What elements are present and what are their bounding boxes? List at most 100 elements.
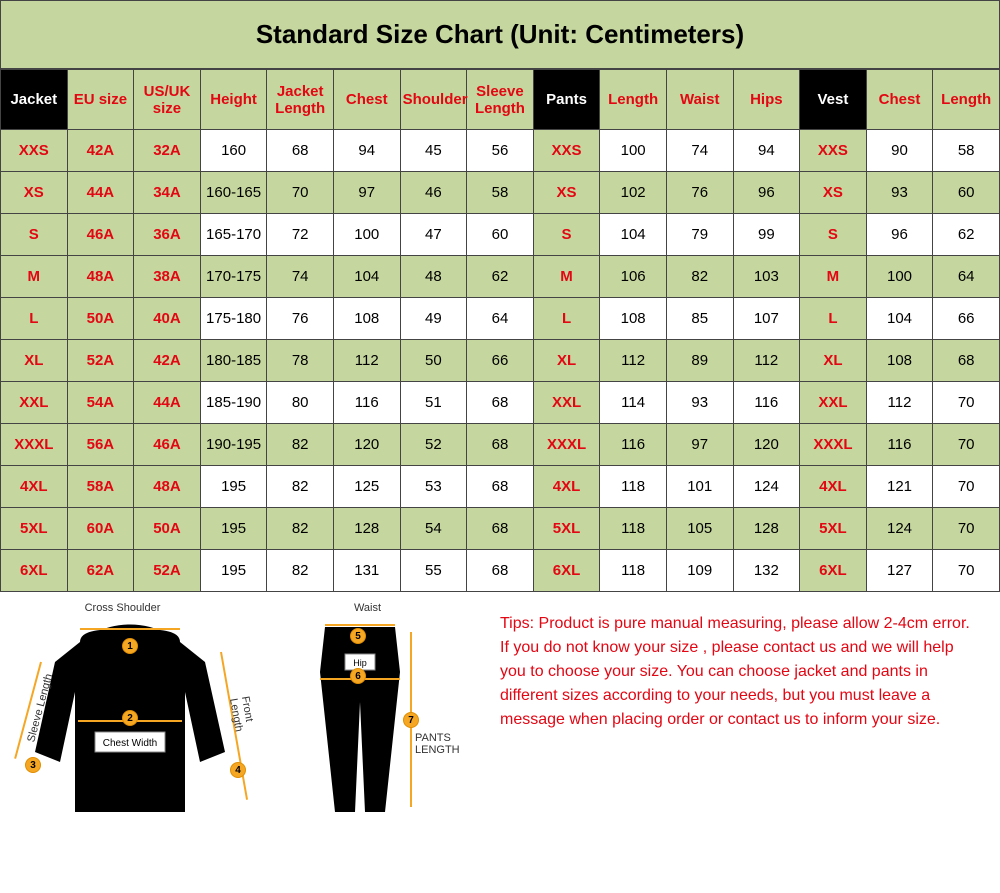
table-cell: 51 [400,382,467,424]
table-cell: 55 [400,550,467,592]
table-cell: 101 [666,466,733,508]
table-cell: 58A [67,466,134,508]
table-cell: 131 [333,550,400,592]
table-cell: 64 [467,298,534,340]
table-cell: 104 [333,256,400,298]
table-cell: 195 [200,466,267,508]
table-header-cell: Length [933,70,1000,130]
table-cell: XXXL [533,424,600,466]
table-cell: 195 [200,508,267,550]
table-cell: 116 [600,424,667,466]
marker-6: 6 [350,668,366,684]
table-cell: 195 [200,550,267,592]
table-cell: 70 [933,382,1000,424]
table-row: M48A38A170-175741044862M10682103M10064 [1,256,1000,298]
diagrams-section: Cross Shoulder Chest Width 1 2 3 Sleeve … [10,602,480,832]
table-cell: 72 [267,214,334,256]
table-cell: 107 [733,298,800,340]
marker-7: 7 [403,712,419,728]
table-cell: L [1,298,68,340]
table-cell: 108 [600,298,667,340]
table-header-cell: Shoulder [400,70,467,130]
table-cell: 6XL [800,550,867,592]
table-cell: XL [533,340,600,382]
table-cell: 82 [267,424,334,466]
table-cell: 165-170 [200,214,267,256]
table-cell: XXXL [1,424,68,466]
table-cell: 97 [666,424,733,466]
table-cell: 44A [67,172,134,214]
table-cell: 68 [467,466,534,508]
table-cell: 42A [67,130,134,172]
table-header-cell: Chest [333,70,400,130]
table-header-cell: US/UK size [134,70,201,130]
table-cell: 62A [67,550,134,592]
table-cell: 70 [933,508,1000,550]
table-cell: 50 [400,340,467,382]
table-row: XS44A34A160-16570974658XS1027696XS9360 [1,172,1000,214]
table-cell: 4XL [1,466,68,508]
table-cell: 120 [333,424,400,466]
bottom-section: Cross Shoulder Chest Width 1 2 3 Sleeve … [0,592,1000,842]
table-header-cell: Hips [733,70,800,130]
table-cell: 45 [400,130,467,172]
table-cell: 104 [866,298,933,340]
table-cell: XXL [533,382,600,424]
table-cell: S [1,214,68,256]
table-cell: XXL [1,382,68,424]
table-cell: 82 [267,550,334,592]
table-cell: 112 [866,382,933,424]
marker-4: 4 [230,762,246,778]
table-cell: 52A [67,340,134,382]
table-cell: 127 [866,550,933,592]
table-cell: 60 [467,214,534,256]
table-cell: 58 [933,130,1000,172]
table-cell: 170-175 [200,256,267,298]
table-cell: 118 [600,466,667,508]
table-cell: 46A [67,214,134,256]
label-pants-length: PANTS LENGTH [415,732,480,756]
table-header-cell: Height [200,70,267,130]
table-cell: 50A [134,508,201,550]
table-cell: 64 [933,256,1000,298]
table-cell: 48 [400,256,467,298]
table-cell: 94 [333,130,400,172]
table-header-cell: Length [600,70,667,130]
table-cell: 99 [733,214,800,256]
table-cell: 52 [400,424,467,466]
table-header-cell: Pants [533,70,600,130]
table-cell: 121 [866,466,933,508]
table-cell: 190-195 [200,424,267,466]
table-cell: 128 [333,508,400,550]
table-cell: M [1,256,68,298]
table-cell: 124 [733,466,800,508]
table-cell: 94 [733,130,800,172]
table-cell: 62 [933,214,1000,256]
table-cell: 100 [600,130,667,172]
table-cell: 74 [666,130,733,172]
table-cell: 118 [600,508,667,550]
table-cell: 96 [866,214,933,256]
table-header-cell: Jacket [1,70,68,130]
table-cell: 52A [134,550,201,592]
table-cell: 49 [400,298,467,340]
table-cell: 4XL [533,466,600,508]
table-cell: 48A [134,466,201,508]
table-cell: 5XL [800,508,867,550]
pants-svg: Hip [275,612,455,832]
table-cell: 160 [200,130,267,172]
table-cell: 68 [467,382,534,424]
table-cell: XL [800,340,867,382]
table-cell: 82 [267,508,334,550]
table-header-cell: Jacket Length [267,70,334,130]
table-cell: 103 [733,256,800,298]
table-cell: 60A [67,508,134,550]
table-cell: 128 [733,508,800,550]
table-cell: XL [1,340,68,382]
tips-label: Tips: [500,615,534,632]
table-cell: 68 [933,340,1000,382]
table-row: XXXL56A46A190-195821205268XXXL11697120XX… [1,424,1000,466]
marker-1: 1 [122,638,138,654]
table-cell: 70 [933,466,1000,508]
table-row: 6XL62A52A1958213155686XL1181091326XL1277… [1,550,1000,592]
